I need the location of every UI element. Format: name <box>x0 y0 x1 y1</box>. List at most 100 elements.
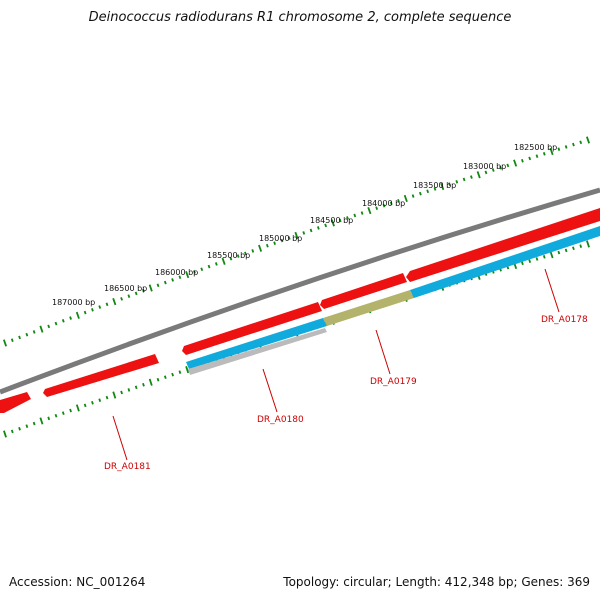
gene-label-DR_A0180[interactable]: DR_A0180 <box>257 415 304 425</box>
gene-DR_A0178-bar[interactable] <box>410 226 600 298</box>
minor-tick <box>302 231 306 235</box>
major-tick <box>112 391 117 399</box>
minor-tick <box>557 250 561 255</box>
gene-label-DR_A0178[interactable]: DR_A0178 <box>541 315 588 325</box>
major-tick <box>112 298 117 306</box>
feature-forward-4[interactable] <box>320 273 407 309</box>
major-tick <box>585 136 591 144</box>
minor-tick <box>105 302 109 307</box>
minor-tick <box>91 400 94 405</box>
major-tick <box>513 159 518 167</box>
minor-tick <box>521 158 524 163</box>
minor-tick <box>134 385 138 390</box>
feature-forward-2[interactable] <box>43 354 159 397</box>
minor-tick <box>521 261 524 266</box>
minor-tick <box>54 413 58 418</box>
minor-tick <box>10 338 14 343</box>
minor-tick <box>214 262 218 266</box>
minor-tick <box>69 408 72 413</box>
outer-tick-ruler <box>2 136 591 347</box>
minor-tick <box>280 238 284 243</box>
chromosome-backbone <box>0 187 600 395</box>
minor-tick <box>426 189 430 194</box>
minor-tick <box>251 249 255 253</box>
map-title: Deinococcus radiodurans R1 chromosome 2,… <box>88 10 512 25</box>
minor-tick <box>193 270 196 274</box>
major-tick <box>148 284 153 292</box>
minor-tick <box>470 175 473 179</box>
minor-tick <box>499 165 502 170</box>
minor-tick <box>54 321 58 326</box>
minor-tick <box>491 168 495 172</box>
minor-tick <box>375 206 379 210</box>
minor-tick <box>163 280 167 285</box>
minor-tick <box>178 370 182 374</box>
minor-tick <box>316 226 320 230</box>
minor-tick <box>61 411 65 415</box>
ruler-label: 183500 bp <box>413 181 456 190</box>
minor-tick <box>462 177 466 182</box>
minor-tick <box>528 156 532 161</box>
misc-feature-bar <box>188 328 327 375</box>
major-tick <box>440 182 445 191</box>
minor-tick <box>47 324 51 329</box>
minor-tick <box>411 194 415 198</box>
minor-tick <box>156 283 160 288</box>
minor-tick <box>127 388 131 392</box>
gene-leader-line <box>262 368 278 413</box>
minor-tick <box>178 275 182 280</box>
ruler-label: 182500 bp <box>514 143 557 152</box>
minor-tick <box>127 294 131 298</box>
minor-tick <box>484 170 488 175</box>
minor-tick <box>528 259 532 263</box>
minor-tick <box>419 191 422 196</box>
minor-tick <box>542 255 546 259</box>
minor-tick <box>557 147 561 152</box>
major-tick <box>294 231 299 240</box>
minor-tick <box>572 142 575 147</box>
feature-forward-3[interactable] <box>182 302 322 355</box>
gene-label-DR_A0179[interactable]: DR_A0179 <box>370 377 417 387</box>
minor-tick <box>156 377 160 382</box>
ruler-label: 185500 bp <box>207 251 250 260</box>
major-tick <box>75 404 80 412</box>
minor-tick <box>572 246 575 251</box>
feature-forward-5[interactable] <box>406 208 600 282</box>
major-tick <box>586 240 590 248</box>
ruler-label: 187000 bp <box>52 298 95 307</box>
minor-tick <box>273 241 277 245</box>
major-tick <box>185 366 190 374</box>
minor-tick <box>455 179 459 184</box>
minor-tick <box>535 257 539 261</box>
minor-tick <box>564 248 568 253</box>
minor-tick <box>142 383 145 387</box>
minor-tick <box>142 288 145 293</box>
gene-DR_A0179-bar[interactable] <box>323 290 414 326</box>
major-tick <box>258 244 263 252</box>
minor-tick <box>120 390 123 395</box>
gene-label-DR_A0181[interactable]: DR_A0181 <box>104 462 151 472</box>
ruler-label: 184000 bp <box>362 199 405 208</box>
minor-tick <box>360 211 364 215</box>
minor-tick <box>32 330 36 334</box>
minor-tick <box>91 308 94 312</box>
minor-tick <box>32 421 36 426</box>
major-tick <box>367 206 372 215</box>
minor-tick <box>579 140 583 145</box>
minor-tick <box>47 416 51 421</box>
minor-tick <box>18 426 21 431</box>
minor-tick <box>236 254 240 258</box>
minor-tick <box>105 395 109 400</box>
ruler-label: 186000 bp <box>155 268 198 277</box>
minor-tick <box>163 375 167 379</box>
major-tick <box>403 194 408 203</box>
minor-tick <box>324 223 328 228</box>
minor-tick <box>353 213 357 218</box>
minor-tick <box>83 310 87 315</box>
minor-tick <box>506 163 510 168</box>
feature-forward-1[interactable] <box>0 392 31 413</box>
minor-tick <box>61 319 65 323</box>
minor-tick <box>120 297 123 301</box>
gene-DR_A0180-bar[interactable] <box>186 318 327 369</box>
